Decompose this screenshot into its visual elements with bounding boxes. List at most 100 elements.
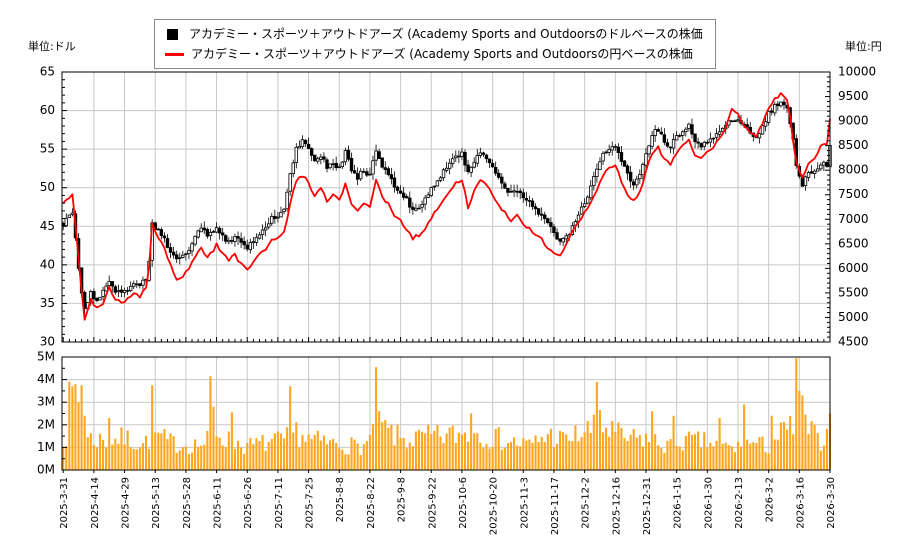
candle bbox=[822, 161, 826, 166]
candle bbox=[555, 232, 559, 240]
volume-bar bbox=[614, 431, 617, 470]
volume-bar bbox=[344, 454, 347, 470]
volume-bar bbox=[184, 446, 187, 470]
volume-bar bbox=[160, 433, 163, 470]
candle bbox=[371, 160, 375, 175]
candle bbox=[245, 244, 249, 250]
volume-bar bbox=[761, 436, 764, 470]
candle bbox=[359, 170, 363, 180]
volume-bar bbox=[310, 438, 313, 470]
jpy-series-label: アカデミー・スポーツ＋アウトドアーズ (Academy Sports and O… bbox=[191, 47, 693, 61]
candle bbox=[165, 238, 170, 248]
candle bbox=[493, 167, 498, 174]
volume-bar bbox=[292, 432, 295, 470]
volume-bar bbox=[365, 441, 368, 470]
candle bbox=[812, 170, 817, 174]
volume-bar bbox=[506, 443, 509, 470]
candle bbox=[313, 154, 317, 162]
volume-bar bbox=[743, 404, 746, 470]
left-axis-tick-label: 50 bbox=[40, 180, 55, 194]
candle bbox=[503, 183, 507, 189]
volume-bar bbox=[755, 443, 758, 470]
volume-bar bbox=[157, 432, 160, 470]
volume-bar bbox=[767, 453, 770, 470]
volume-bar bbox=[513, 437, 516, 470]
volume-bar bbox=[215, 436, 218, 470]
candle bbox=[773, 104, 777, 114]
volume-bar bbox=[770, 415, 773, 470]
right-axis-unit-label: 単位:円 bbox=[845, 40, 882, 53]
candle bbox=[585, 196, 590, 204]
candle bbox=[178, 257, 182, 259]
candle bbox=[466, 164, 470, 172]
x-axis-date-label: 2025-4-14 bbox=[90, 477, 101, 529]
volume-bar bbox=[595, 381, 598, 470]
volume-bar bbox=[286, 427, 289, 470]
candle bbox=[616, 146, 621, 154]
volume-bar bbox=[80, 385, 83, 470]
candle bbox=[343, 150, 348, 163]
volume-bar bbox=[503, 447, 506, 470]
volume-bar bbox=[178, 450, 181, 470]
volume-bar bbox=[776, 439, 779, 470]
candle bbox=[671, 139, 676, 149]
volume-bar bbox=[197, 446, 200, 470]
x-axis-date-label: 2025-8-8 bbox=[335, 477, 346, 522]
volume-bar bbox=[810, 421, 813, 470]
right-axis-tick-label: 4500 bbox=[838, 335, 869, 349]
candle bbox=[205, 228, 210, 237]
volume-bar bbox=[721, 443, 724, 470]
volume-bar bbox=[387, 427, 390, 470]
volume-bar bbox=[629, 434, 632, 470]
candle bbox=[610, 146, 614, 151]
volume-bar bbox=[123, 444, 126, 470]
volume-bar bbox=[316, 430, 319, 470]
volume-bar bbox=[657, 445, 660, 470]
candle bbox=[644, 153, 648, 166]
volume-bar bbox=[540, 436, 543, 470]
x-axis-date-label: 2026-3-30 bbox=[826, 477, 837, 529]
jpy-line-series bbox=[62, 92, 831, 321]
x-axis-date-label: 2025-4-29 bbox=[121, 477, 132, 529]
candle bbox=[518, 190, 522, 194]
candle bbox=[211, 231, 216, 233]
candle bbox=[690, 124, 694, 135]
candle bbox=[595, 168, 599, 178]
volume-bar bbox=[261, 434, 264, 470]
volume-bar bbox=[172, 436, 175, 470]
volume-bar bbox=[660, 448, 663, 470]
volume-bar bbox=[258, 440, 261, 470]
volume-bar bbox=[562, 432, 565, 470]
candle bbox=[484, 154, 489, 160]
x-axis-date-label: 2025-11-17 bbox=[550, 477, 561, 535]
volume-bar bbox=[114, 438, 117, 470]
candle bbox=[288, 173, 292, 192]
volume-bar bbox=[148, 448, 151, 470]
volume-bar bbox=[700, 447, 703, 470]
volume-bar bbox=[417, 429, 421, 470]
candle bbox=[70, 212, 75, 215]
candle bbox=[220, 232, 225, 236]
usd-series-marker-icon bbox=[167, 28, 178, 40]
volume-bar bbox=[669, 438, 672, 470]
candle bbox=[763, 121, 768, 127]
candle bbox=[349, 157, 354, 172]
candle bbox=[92, 291, 96, 300]
volume-bar bbox=[684, 435, 687, 470]
volume-bar bbox=[580, 436, 583, 470]
left-axis-tick-label: 65 bbox=[40, 65, 55, 79]
volume-bar bbox=[332, 438, 335, 470]
candle bbox=[300, 139, 305, 148]
candle bbox=[401, 192, 406, 198]
volume-bar bbox=[565, 434, 568, 470]
candle bbox=[625, 165, 630, 174]
volume-bar bbox=[181, 447, 184, 470]
candle bbox=[702, 141, 706, 147]
volume-bar bbox=[730, 446, 733, 470]
legend: アカデミー・スポーツ＋アウトドアーズ (Academy Sports and O… bbox=[154, 19, 716, 69]
candle bbox=[659, 131, 663, 135]
candle bbox=[539, 213, 544, 216]
candle bbox=[248, 242, 252, 251]
candle bbox=[420, 204, 424, 208]
volume-bar bbox=[706, 447, 709, 470]
